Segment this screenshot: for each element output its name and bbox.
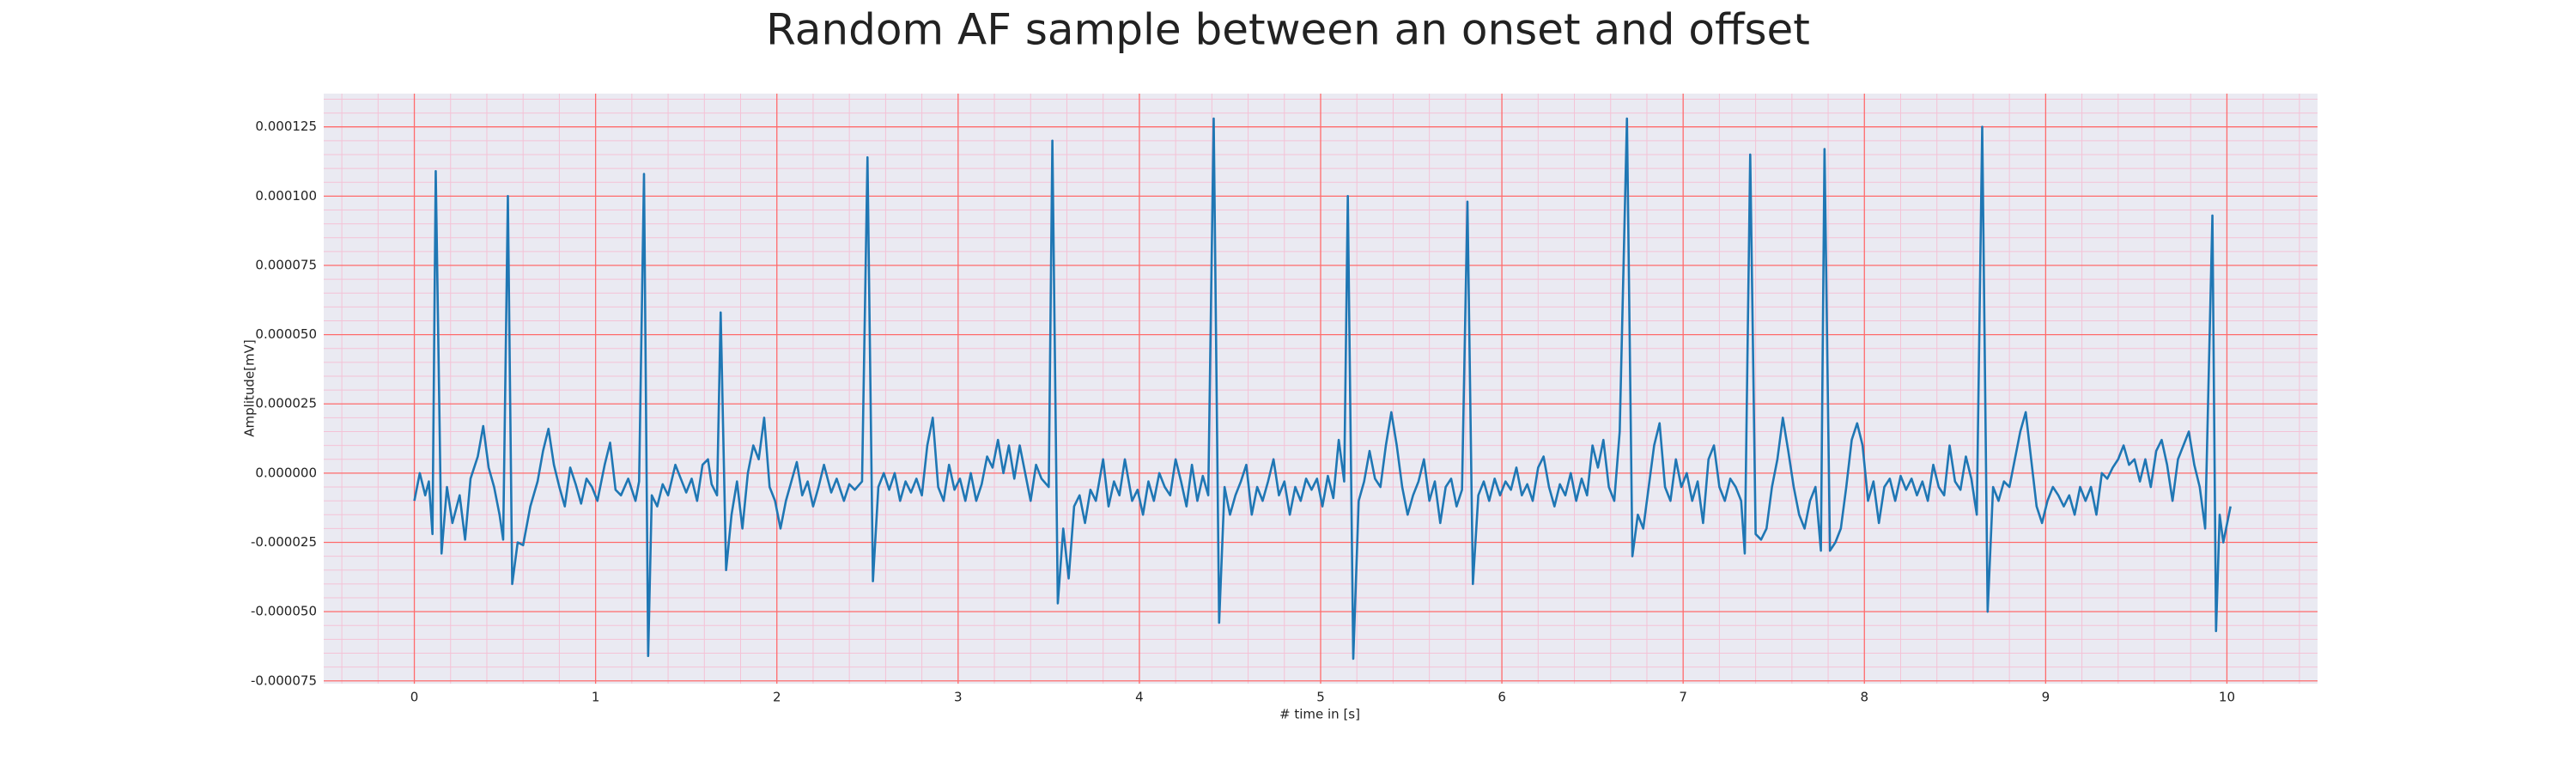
- signal-line: [413, 117, 2232, 660]
- y-tick-label: 0.000100: [255, 188, 317, 204]
- y-tick-label: 0.000125: [255, 119, 317, 134]
- chart-title: Random AF sample between an onset and of…: [766, 5, 1810, 55]
- y-tick-label: 0.000000: [255, 465, 317, 480]
- y-tick-label: 0.000025: [255, 396, 317, 411]
- x-tick-label: 8: [1860, 690, 1868, 705]
- x-axis-label: # time in [s]: [1279, 707, 1360, 722]
- x-tick-label: 4: [1135, 690, 1144, 705]
- y-axis-label: Amplitude[mV]: [242, 339, 258, 436]
- x-tick-label: 1: [592, 690, 600, 705]
- x-tick-label: 3: [954, 690, 963, 705]
- series: [413, 117, 2232, 660]
- x-tick-label: 0: [410, 690, 419, 705]
- x-tick-label: 6: [1498, 690, 1506, 705]
- y-tick-label: -0.000075: [251, 673, 317, 688]
- x-tick-label: 2: [773, 690, 781, 705]
- y-tick-label: 0.000050: [255, 326, 317, 342]
- x-tick-label: 9: [2042, 690, 2050, 705]
- x-tick-label: 5: [1316, 690, 1325, 705]
- x-tick-label: 7: [1679, 690, 1687, 705]
- grid: [324, 94, 2318, 684]
- y-tick-label: 0.000075: [255, 257, 317, 272]
- y-tick-label: -0.000050: [251, 604, 317, 619]
- y-tick-label: -0.000025: [251, 534, 317, 550]
- x-tick-label: 10: [2219, 690, 2235, 705]
